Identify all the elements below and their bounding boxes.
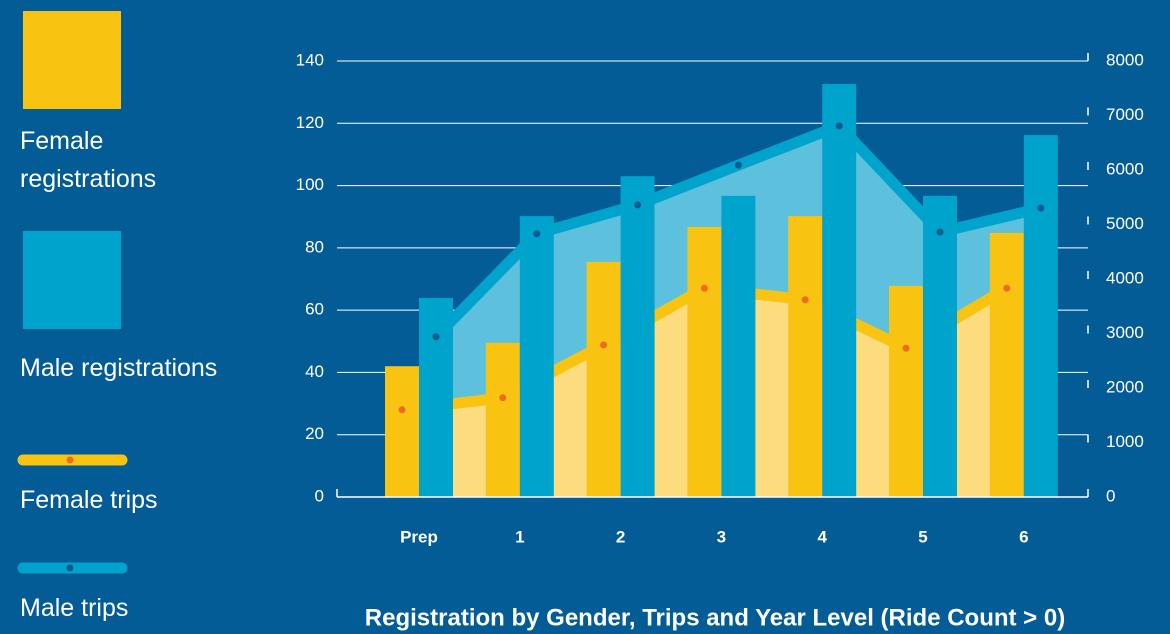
x-tick-label: 1 [515, 527, 524, 546]
y2-tick-label: 2000 [1106, 377, 1144, 396]
trip-dot [398, 406, 406, 414]
trip-dot [936, 228, 944, 236]
bar [419, 297, 453, 497]
bar [923, 195, 957, 497]
legend-label: Female registrations [20, 127, 157, 193]
bar [989, 232, 1024, 497]
x-tick-label: Prep [400, 527, 438, 546]
bar [1023, 135, 1058, 497]
y2-tick-label: 1000 [1106, 432, 1144, 451]
y-tick-label: 100 [296, 175, 324, 194]
y2-tick-label: 8000 [1106, 50, 1144, 69]
legend-label: Male trips [20, 594, 129, 622]
trip-dot [634, 201, 642, 209]
y2-tick-label: 3000 [1106, 323, 1144, 342]
y-tick-label: 0 [315, 486, 324, 505]
trip-dot [801, 296, 809, 304]
y-tick-label: 140 [296, 50, 324, 69]
y2-tick-label: 0 [1106, 486, 1115, 505]
trip-dot [700, 284, 708, 292]
bar [519, 216, 554, 497]
y2-tick-label: 6000 [1106, 159, 1144, 178]
x-tick-label: 5 [918, 527, 927, 546]
bar [485, 342, 520, 497]
y-tick-label: 80 [305, 237, 324, 256]
trip-dot [600, 341, 608, 349]
bar [385, 366, 419, 497]
x-tick-label: 4 [817, 527, 827, 546]
trip-dot [499, 394, 507, 402]
bar [620, 176, 655, 497]
x-tick-label: 6 [1019, 527, 1028, 546]
x-tick-label: 2 [616, 527, 625, 546]
bar [721, 195, 756, 497]
y-tick-label: 20 [305, 424, 324, 443]
legend-dot [66, 564, 74, 572]
y2-tick-label: 7000 [1106, 105, 1144, 124]
trip-dot [734, 161, 742, 169]
bar [687, 226, 722, 497]
bar [788, 216, 823, 497]
legend-dot [66, 456, 74, 464]
x-tick-label: 3 [717, 527, 726, 546]
trip-dot [835, 122, 843, 130]
trip-dot [902, 344, 910, 352]
chart-title: Registration by Gender, Trips and Year L… [365, 604, 1065, 631]
trip-dot [533, 230, 541, 238]
y-tick-label: 120 [296, 113, 324, 132]
trip-dot [1003, 284, 1011, 292]
legend-label: Male registrations [20, 354, 218, 382]
y2-tick-label: 5000 [1106, 214, 1144, 233]
bar [586, 261, 621, 497]
y-tick-label: 40 [305, 362, 324, 381]
y2-tick-label: 4000 [1106, 268, 1144, 287]
legend-swatch [23, 11, 121, 109]
bar [822, 84, 857, 497]
legend-label: Female trips [20, 486, 158, 514]
y-tick-label: 60 [305, 300, 324, 319]
bar [889, 285, 923, 497]
trip-dot [1037, 204, 1045, 212]
legend-swatch [23, 231, 121, 329]
trip-dot [432, 333, 440, 341]
